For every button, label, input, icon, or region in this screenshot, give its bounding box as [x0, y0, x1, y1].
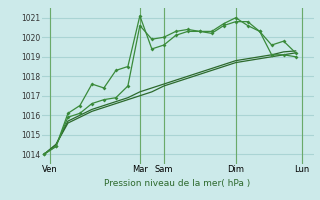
X-axis label: Pression niveau de la mer( hPa ): Pression niveau de la mer( hPa ) — [104, 179, 251, 188]
